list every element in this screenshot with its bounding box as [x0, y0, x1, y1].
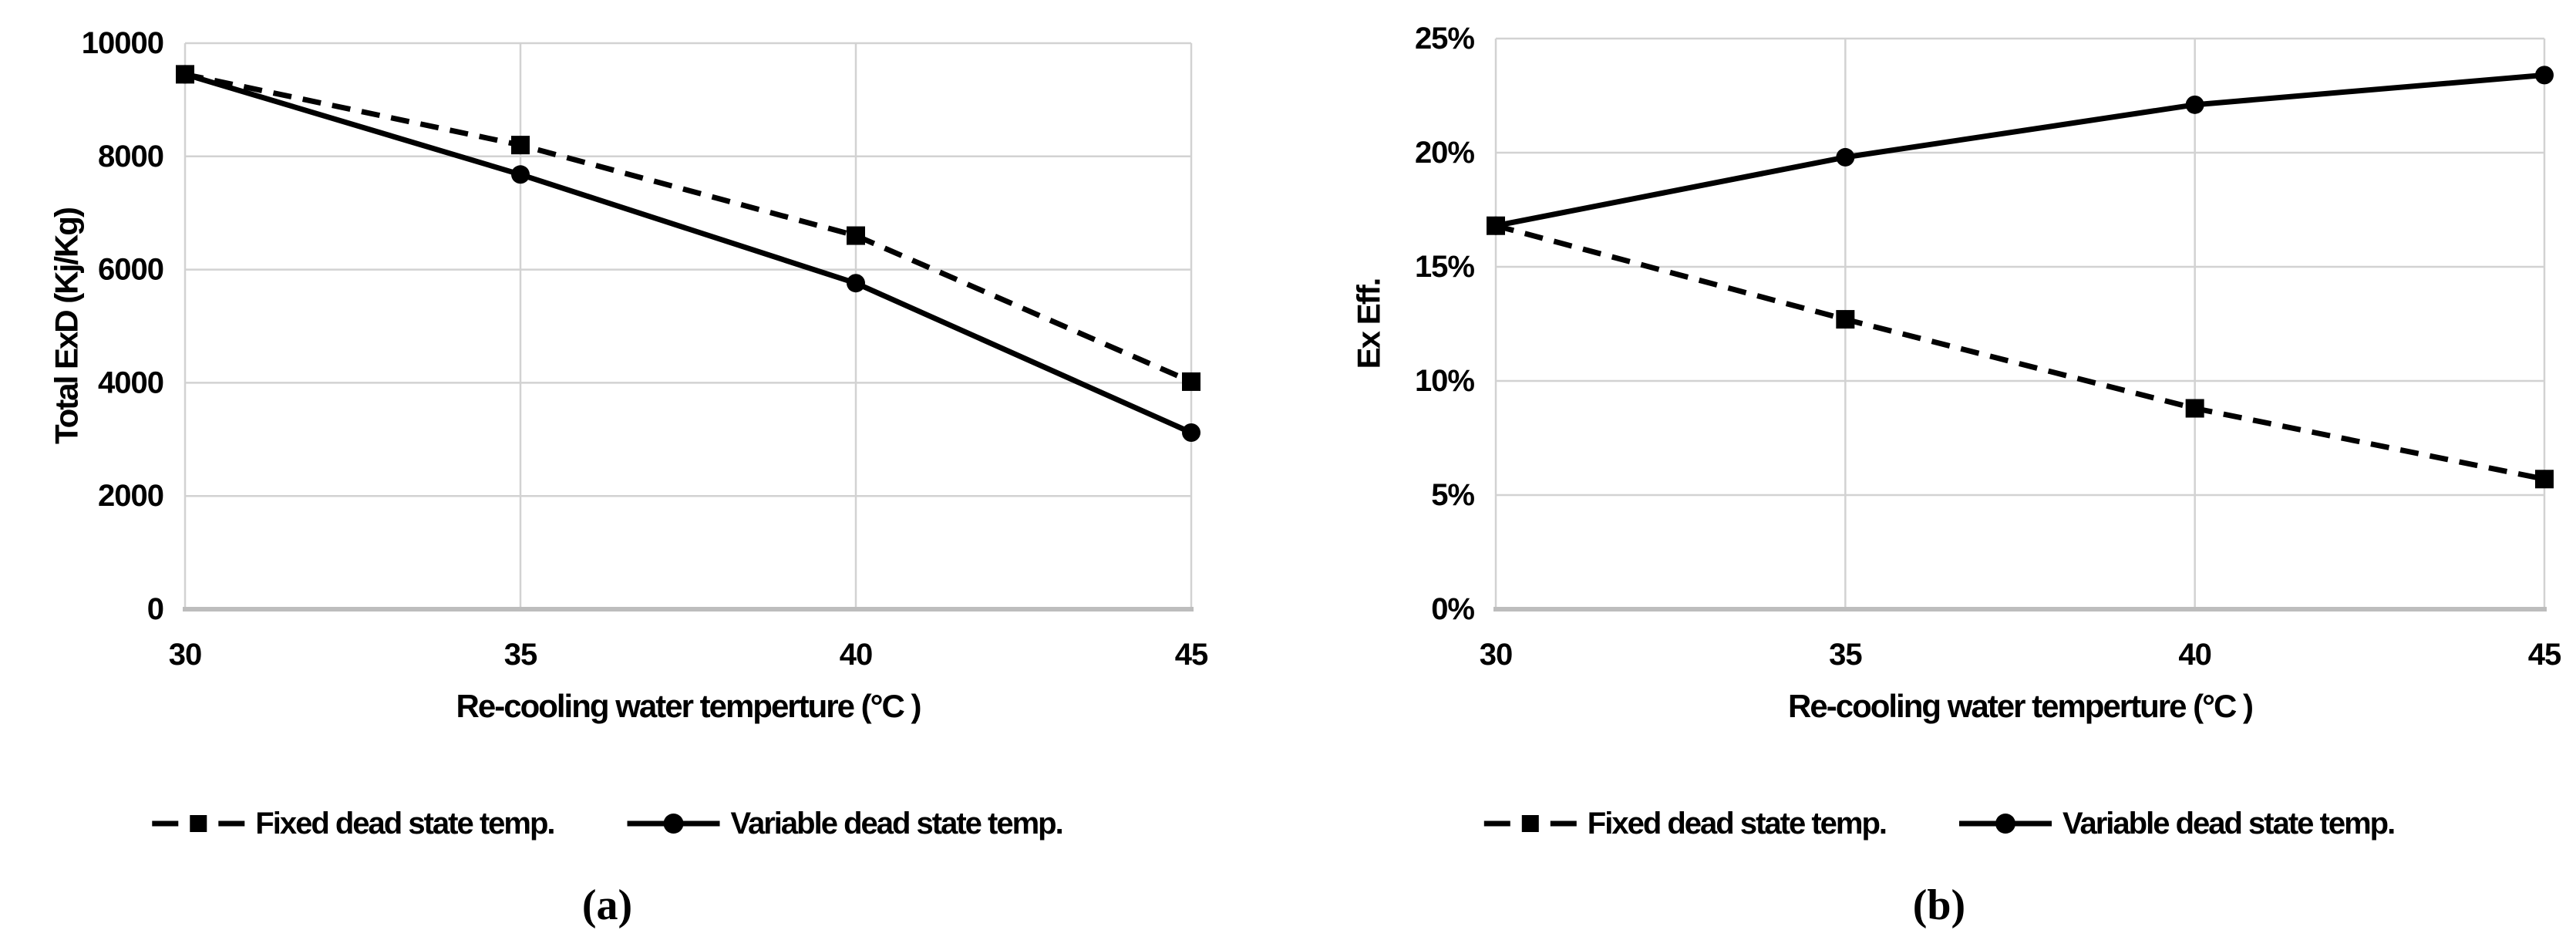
x-axis-title: Re-cooling water temperture (°C ) — [1788, 688, 2252, 724]
data-point-square — [511, 136, 530, 155]
legend-square-marker — [1521, 815, 1539, 832]
y-tick-label: 5% — [1431, 478, 1474, 512]
grid-layer — [1493, 37, 2547, 612]
data-point-circle — [2185, 95, 2204, 114]
data-point-square — [2185, 399, 2204, 418]
y-tick-label: 0% — [1431, 592, 1474, 626]
x-axis-title: Re-cooling water temperture (°C ) — [456, 688, 921, 724]
series-line-dashed — [184, 71, 1193, 385]
panel-a-caption: (a) — [582, 881, 632, 929]
series-line-dashed — [1495, 223, 2545, 482]
chart-panel-b: 0% 5% 10% 15% 20% 25% 30 35 40 45 Re-cooling wate… — [1351, 22, 2562, 929]
legend-item-fixed: Fixed dead state temp. — [152, 807, 556, 841]
x-tick-label: 35 — [1829, 638, 1862, 672]
x-tick-label: 40 — [840, 638, 873, 672]
data-point-square — [1836, 310, 1855, 329]
legend-label: Fixed dead state temp. — [255, 807, 554, 841]
x-tick-label: 30 — [169, 638, 202, 672]
series-layer — [176, 65, 1200, 442]
legend: Fixed dead state temp. Variable dead stat… — [1483, 807, 2396, 841]
series-line-solid — [1495, 72, 2545, 229]
axis-tick-labels: 0% 5% 10% 15% 20% 25% 30 35 40 45 — [1415, 22, 2562, 672]
y-tick-label: 10000 — [82, 26, 163, 60]
series-layer — [1487, 66, 2554, 489]
x-tick-label: 45 — [1175, 638, 1208, 672]
data-point-circle — [1182, 423, 1200, 442]
x-tick-label: 45 — [2528, 638, 2561, 672]
y-tick-label: 15% — [1415, 250, 1474, 284]
legend: Fixed dead state temp. Variable dead stat… — [152, 807, 1064, 841]
data-point-circle — [1836, 147, 1855, 167]
x-tick-label: 40 — [2178, 638, 2211, 672]
x-tick-label: 35 — [504, 638, 537, 672]
grid-layer — [183, 42, 1194, 612]
legend-label: Variable dead state temp. — [731, 807, 1062, 841]
y-tick-label: 20% — [1415, 136, 1474, 170]
data-point-circle — [847, 274, 865, 293]
axis-tick-labels: 0 2000 4000 6000 8000 10000 30 35 40 45 — [82, 26, 1209, 672]
legend-label: Fixed dead state temp. — [1588, 807, 1886, 841]
y-axis-title: Ex Eff. — [1351, 279, 1387, 369]
x-tick-label: 30 — [1480, 638, 1513, 672]
data-point-square — [1182, 372, 1200, 391]
data-point-circle — [2535, 66, 2554, 85]
data-point-circle — [511, 165, 530, 184]
y-tick-label: 0 — [147, 592, 163, 626]
legend-item-variable: Variable dead state temp. — [627, 807, 1064, 841]
panel-b-caption: (b) — [1913, 881, 1965, 929]
y-tick-label: 10% — [1415, 364, 1474, 398]
legend-square-marker — [190, 815, 207, 832]
legend-label: Variable dead state temp. — [2062, 807, 2394, 841]
legend-item-fixed: Fixed dead state temp. — [1483, 807, 1887, 841]
series-line-solid — [184, 72, 1193, 436]
legend-item-variable: Variable dead state temp. — [1959, 807, 2396, 841]
legend-circle-marker — [663, 814, 684, 834]
y-tick-label: 4000 — [98, 366, 163, 399]
data-point-circle — [176, 65, 194, 84]
data-point-square — [847, 226, 865, 245]
y-axis-title: Total ExD (Kj/Kg) — [49, 208, 85, 444]
data-point-square — [2535, 470, 2554, 489]
chart-panel-a: 0 2000 4000 6000 8000 10000 30 35 40 45 Re-coolin… — [49, 26, 1209, 929]
y-tick-label: 25% — [1415, 22, 1474, 56]
y-tick-label: 2000 — [98, 479, 163, 513]
y-tick-label: 8000 — [98, 140, 163, 174]
legend-circle-marker — [1995, 814, 2016, 834]
y-tick-label: 6000 — [98, 253, 163, 287]
data-point-circle — [1487, 216, 1505, 235]
